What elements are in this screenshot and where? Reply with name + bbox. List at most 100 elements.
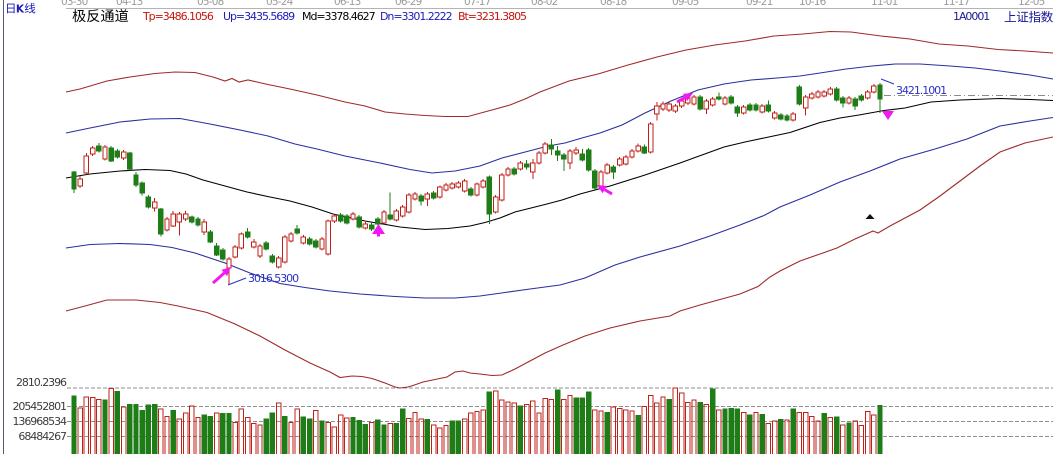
- date-tick-09-21: 09-21: [746, 0, 773, 8]
- date-tick-12-05: 12-05: [1018, 0, 1045, 8]
- volume-bar: [821, 413, 827, 454]
- volume-bar: [871, 414, 877, 454]
- candle-body: [170, 213, 176, 227]
- candle-body: [871, 85, 877, 93]
- volume-bar: [672, 387, 679, 454]
- volume-bar: [164, 416, 170, 454]
- volume-bar: [201, 414, 207, 454]
- volume-bar: [83, 396, 90, 454]
- black-up-triangle: [865, 214, 875, 219]
- volume-bar: [474, 411, 480, 454]
- candle-body: [257, 245, 263, 257]
- symbol-label[interactable]: 1A0001 上证指数: [950, 9, 1053, 24]
- candle-body: [660, 103, 666, 110]
- volume-bar: [753, 412, 759, 454]
- candle-body: [437, 186, 443, 198]
- candle-body: [269, 255, 276, 263]
- volume-bar: [858, 425, 865, 454]
- candle-body: [821, 91, 827, 97]
- date-tick-10-16: 10-16: [799, 0, 826, 8]
- candle-body: [505, 168, 511, 176]
- candle-body: [691, 96, 697, 105]
- candle-body: [77, 178, 83, 187]
- volume-bar: [523, 404, 530, 454]
- symbol-name-glyphs: [1004, 10, 1053, 23]
- candle-body: [784, 115, 790, 121]
- volume-bar: [176, 418, 183, 454]
- volume-bar: [647, 395, 654, 454]
- candle-body: [697, 96, 703, 110]
- volume-bar: [108, 388, 114, 454]
- channel-line-bt: [65, 136, 1053, 389]
- volume-bar: [685, 402, 691, 454]
- volume-bar: [784, 419, 790, 454]
- volume-bar: [89, 397, 96, 454]
- candle-body: [654, 105, 660, 115]
- candle-body: [449, 183, 455, 189]
- candle-body: [114, 150, 121, 158]
- candle-body: [263, 242, 269, 250]
- channel-up-value: Up=3435.5689: [223, 10, 295, 23]
- volume-bar: [740, 412, 747, 454]
- volume-bar: [480, 409, 486, 454]
- volume-bar: [846, 422, 852, 454]
- volume-bar: [678, 392, 685, 454]
- candle-body: [616, 158, 623, 166]
- volume-bar: [598, 410, 604, 454]
- volume-bar: [127, 404, 133, 454]
- candle-body: [362, 223, 369, 229]
- volume-bar: [288, 422, 294, 454]
- volume-bar: [145, 404, 152, 454]
- indicator-name[interactable]: 极反通道: [71, 7, 129, 23]
- volume-scale-label: 136968534: [12, 414, 67, 428]
- volume-bar: [852, 420, 858, 454]
- indicator-name-glyphs: [72, 9, 129, 23]
- volume-bar: [461, 418, 468, 454]
- volume-bar: [375, 419, 381, 454]
- date-tick-03-30: 03-30: [61, 0, 88, 8]
- date-tick-04-13: 04-13: [116, 0, 143, 8]
- last-price-annotation: 3421.1001: [896, 84, 947, 97]
- candle-body: [771, 112, 778, 119]
- volume-bar: [666, 399, 672, 454]
- candle-body: [282, 236, 288, 263]
- volume-bar: [722, 408, 728, 454]
- candle-body: [251, 241, 257, 248]
- volume-bar: [709, 388, 716, 454]
- channel-line-dn: [65, 116, 1053, 299]
- volume-bar: [455, 420, 462, 454]
- candle-body: [189, 216, 195, 223]
- candle-body: [226, 258, 232, 269]
- volume-bar: [877, 405, 883, 454]
- candle-body: [294, 228, 300, 234]
- last-annotation-leader: [880, 78, 895, 85]
- volume-bar: [232, 422, 238, 454]
- volume-bar: [833, 416, 840, 454]
- volume-bar: [133, 404, 139, 454]
- signal-arrow-ne-arrow: [212, 267, 231, 285]
- volume-bar: [170, 410, 176, 454]
- volume-bar: [747, 414, 753, 454]
- candle-body: [592, 170, 598, 189]
- candle-body: [381, 211, 387, 224]
- volume-bar: [393, 423, 400, 454]
- candle-body: [480, 180, 486, 188]
- candle-body: [722, 97, 728, 105]
- candle-body: [164, 218, 170, 231]
- candle-body: [666, 103, 672, 111]
- volume-bar: [604, 412, 610, 454]
- volume-bar: [641, 406, 648, 454]
- candle-body: [418, 195, 424, 202]
- candle-body: [709, 98, 716, 106]
- candle-body: [852, 98, 858, 107]
- volume-bar: [151, 404, 158, 454]
- candle-body: [846, 97, 852, 104]
- candle-body: [523, 163, 530, 168]
- volume-bar: [778, 419, 784, 454]
- volume-bar: [102, 399, 108, 454]
- candle-body: [833, 88, 840, 101]
- volume-bar: [325, 422, 331, 454]
- left-border-line: [3, 0, 4, 454]
- candle-body: [368, 224, 375, 230]
